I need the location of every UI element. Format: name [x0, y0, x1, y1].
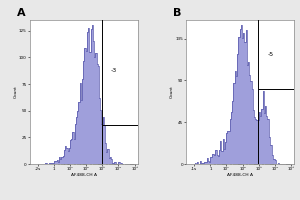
- X-axis label: AF488-CH A: AF488-CH A: [71, 173, 97, 177]
- X-axis label: AF488-CH A: AF488-CH A: [227, 173, 253, 177]
- Y-axis label: Count: Count: [170, 86, 174, 98]
- Y-axis label: Count: Count: [14, 86, 18, 98]
- Text: A: A: [17, 8, 26, 18]
- Text: -3: -3: [111, 68, 117, 73]
- Text: -5: -5: [267, 52, 273, 57]
- Text: B: B: [173, 8, 182, 18]
